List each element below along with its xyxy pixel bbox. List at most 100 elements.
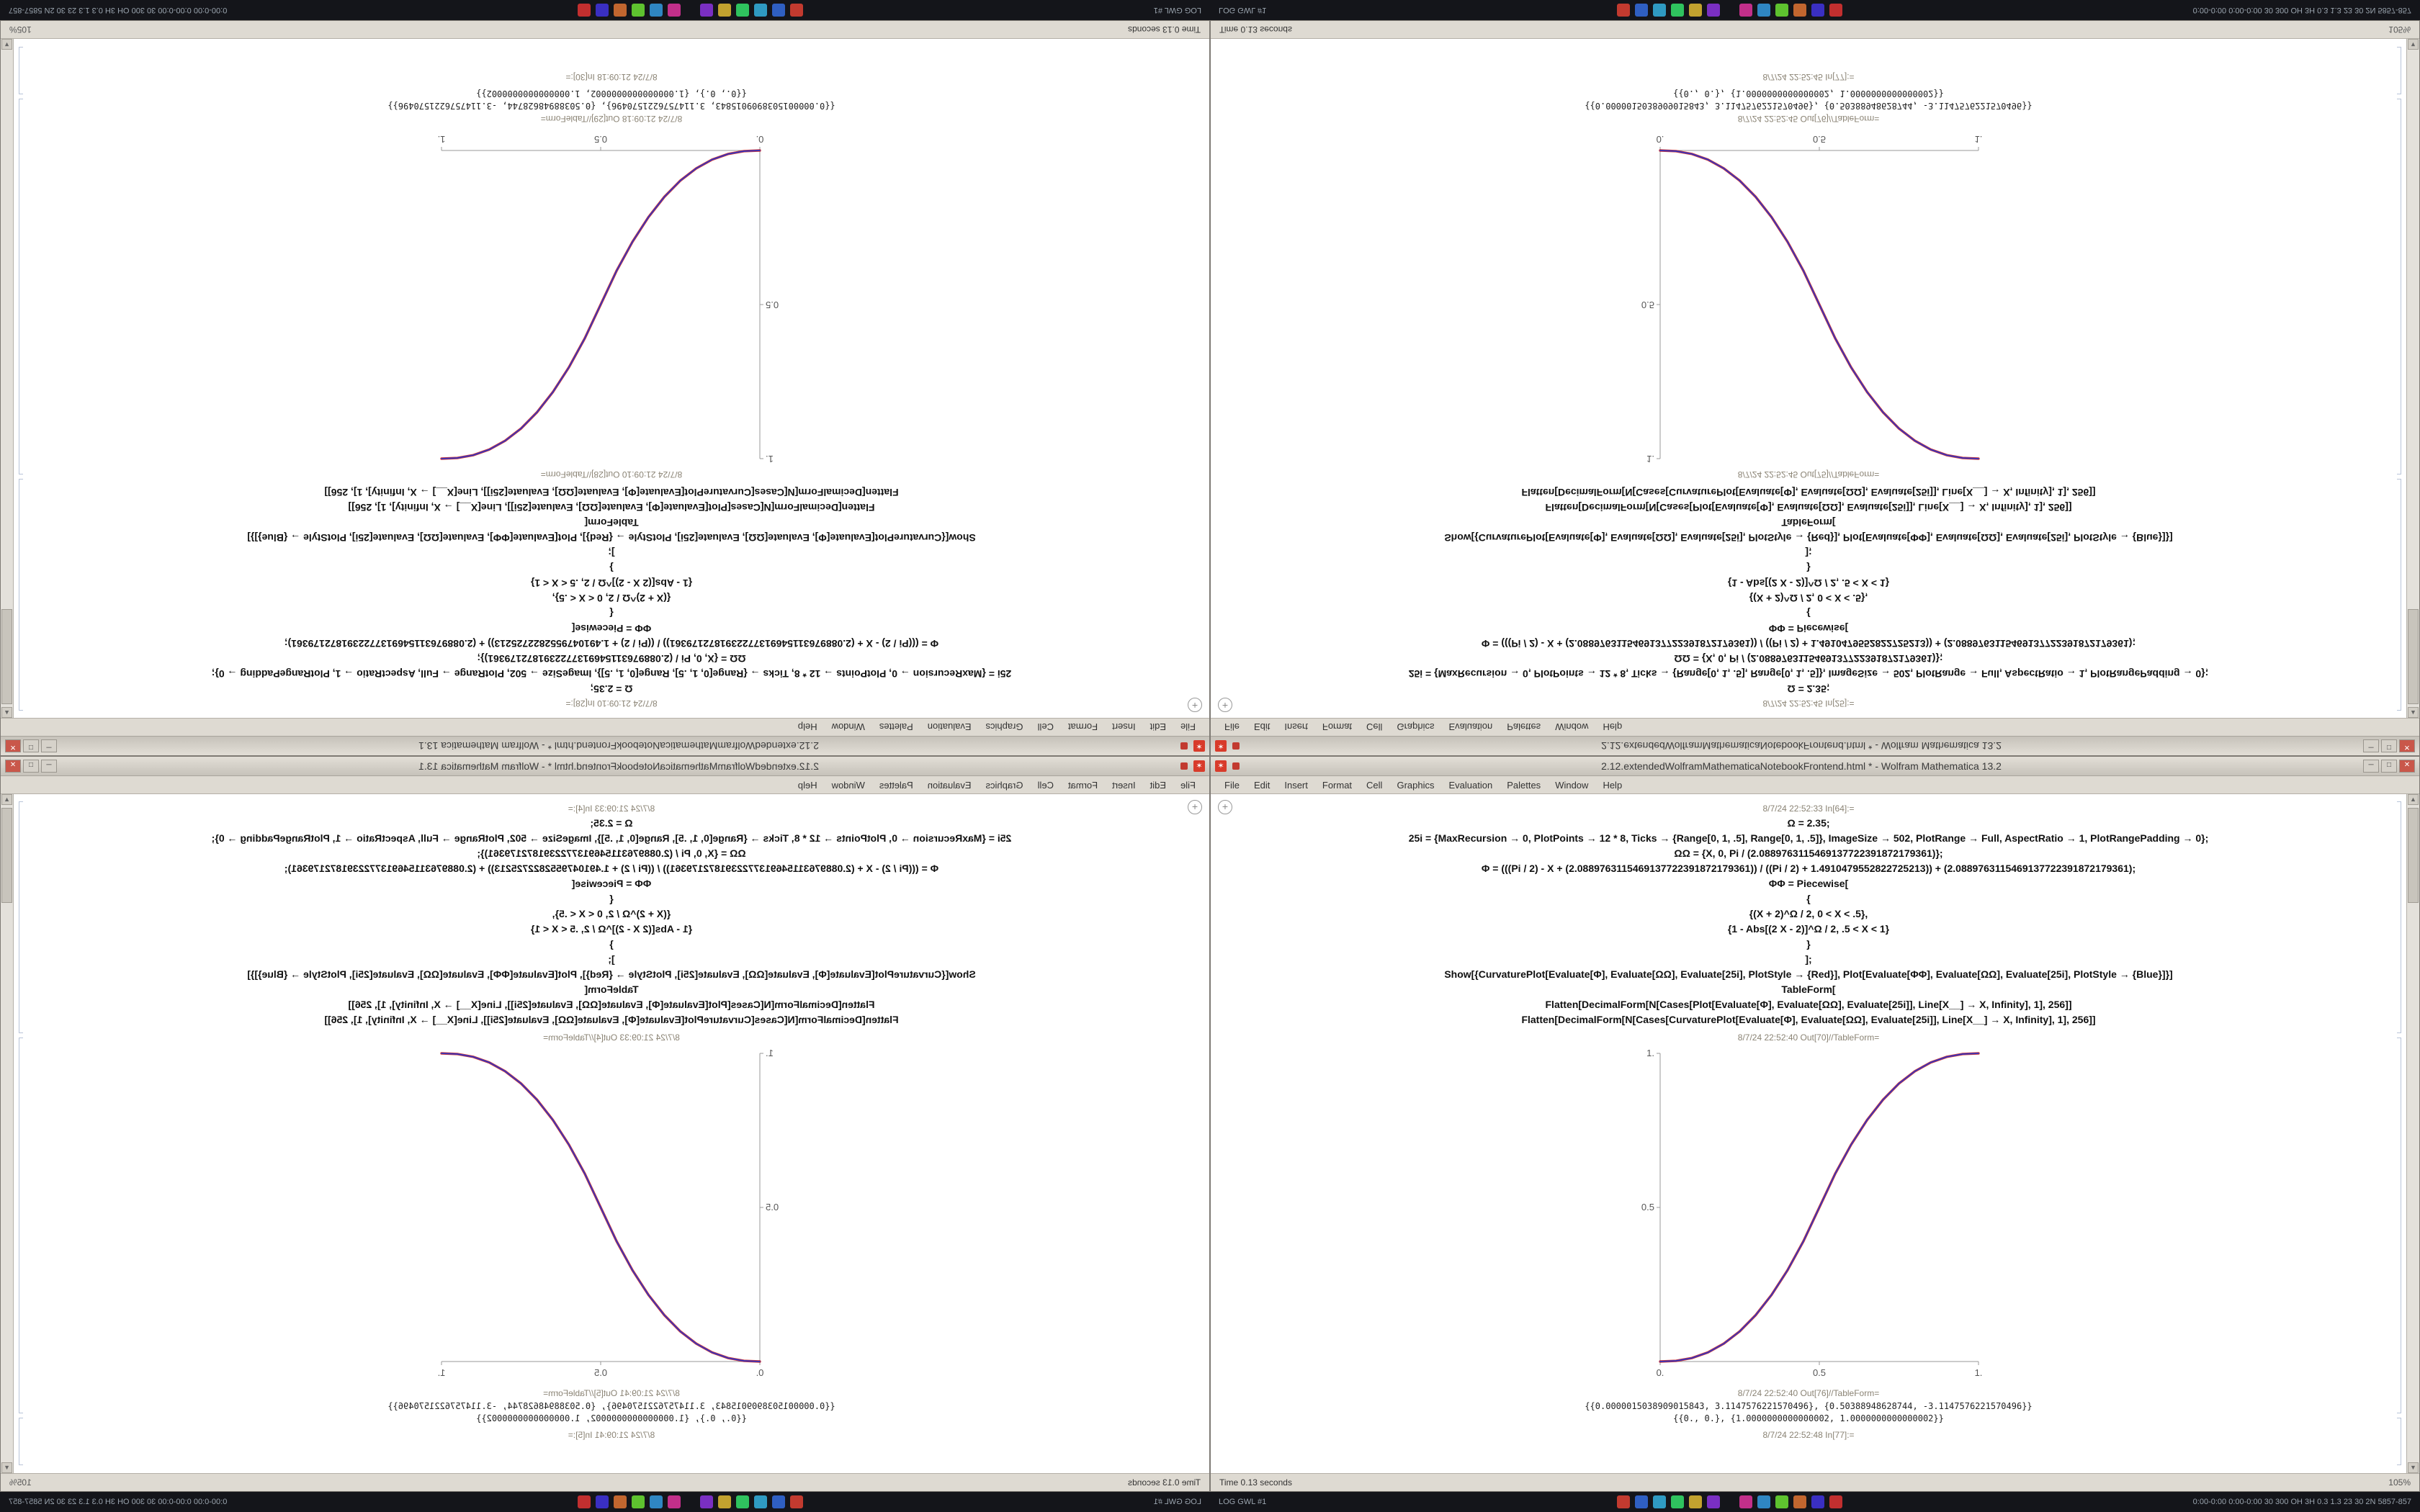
menu-item[interactable]: Cell <box>1037 721 1054 733</box>
scroll-thumb[interactable] <box>1 609 12 704</box>
code-line[interactable]: Show[{CurvaturePlot[Evaluate[Φ], Evaluat… <box>1444 968 2173 980</box>
scroll-up-icon[interactable]: ▲ <box>1 794 12 805</box>
taskbar-icon-music[interactable] <box>1775 1495 1788 1508</box>
menu-item[interactable]: Graphics <box>985 721 1023 733</box>
zoom-level[interactable]: 105% <box>9 24 32 35</box>
menu-item[interactable]: File <box>1224 779 1240 791</box>
code-line[interactable]: TableForm[ <box>1781 984 1836 995</box>
insert-cell-icon[interactable]: + <box>1218 800 1232 814</box>
code-line[interactable]: Flatten[DecimalForm[N[Cases[Plot[Evaluat… <box>1545 502 2072 513</box>
code-line[interactable]: {(X + 2)^Ω / 2, 0 < X < .5}, <box>1749 908 1868 919</box>
taskbar-icon-mail[interactable] <box>668 4 681 17</box>
taskbar-icon-browser[interactable] <box>1652 4 1666 17</box>
menu-item[interactable]: Cell <box>1037 779 1054 791</box>
taskbar-icon-music[interactable] <box>632 4 645 17</box>
code-line[interactable]: Ω = 2.35; <box>1787 817 1830 829</box>
cell-bracket[interactable] <box>2397 1038 2401 1413</box>
scroll-up-icon[interactable]: ▲ <box>1 707 12 718</box>
code-line[interactable]: Flatten[DecimalForm[N[Cases[CurvaturePlo… <box>324 1014 899 1025</box>
vertical-scrollbar[interactable]: ▲ ▼ <box>2406 39 2419 718</box>
minimize-button[interactable]: ─ <box>41 739 57 752</box>
minimize-button[interactable]: ─ <box>2363 739 2379 752</box>
taskbar-icon-terminal[interactable] <box>790 4 804 17</box>
menu-item[interactable]: Window <box>1555 779 1589 791</box>
menu-item[interactable]: Insert <box>1112 779 1136 791</box>
code-line[interactable]: ]; <box>1805 547 1812 559</box>
code-line[interactable]: ΩΩ = {X, 0, Pi / (2.08897631154691377223… <box>477 653 746 665</box>
notebook-content[interactable]: + 8/7/24 21:09:33 In[4]:= Ω = 2.35; 25i =… <box>14 794 1209 1473</box>
menu-item[interactable]: File <box>1180 721 1196 733</box>
code-line[interactable]: TableForm[ <box>1781 517 1836 528</box>
code-line[interactable]: ΩΩ = {X, 0, Pi / (2.08897631154691377223… <box>1674 847 1943 859</box>
close-button[interactable]: ✕ <box>2399 739 2415 752</box>
vertical-scrollbar[interactable]: ▲ ▼ <box>1 794 14 1473</box>
code-line[interactable]: ΦΦ = Piecewise[ <box>1768 878 1849 889</box>
code-line[interactable]: Flatten[DecimalForm[N[Cases[CurvaturePlo… <box>324 487 899 498</box>
code-line[interactable]: {(X + 2)^Ω / 2, 0 < X < .5}, <box>1749 593 1868 604</box>
vertical-scrollbar[interactable]: ▲ ▼ <box>2406 794 2419 1473</box>
input-code-cell[interactable]: Ω = 2.35; 25i = {MaxRecursion → 0, PlotPo… <box>1268 485 2349 696</box>
minimize-button[interactable]: ─ <box>41 760 57 773</box>
menu-item[interactable]: Insert <box>1284 721 1308 733</box>
code-line[interactable]: Flatten[DecimalForm[N[Cases[Plot[Evaluat… <box>348 502 875 513</box>
taskbar-icon-monitor[interactable] <box>1829 4 1842 17</box>
code-line[interactable]: ]; <box>608 953 615 965</box>
menu-item[interactable]: Edit <box>1150 779 1167 791</box>
menu-item[interactable]: Evaluation <box>1448 779 1493 791</box>
taskbar-icon-calendar[interactable] <box>1757 4 1770 17</box>
code-line[interactable]: } <box>1806 562 1811 574</box>
title-bar[interactable]: ✶ 2.12.extendedWolframMathematicaNoteboo… <box>1 736 1209 755</box>
cell-bracket[interactable] <box>2397 47 2401 94</box>
menu-item[interactable]: Format <box>1067 721 1098 733</box>
cell-bracket[interactable] <box>2397 99 2401 474</box>
scroll-down-icon[interactable]: ▼ <box>2408 1462 2419 1473</box>
code-line[interactable]: Flatten[DecimalForm[N[Cases[CurvaturePlo… <box>1521 1014 2096 1025</box>
input-code-cell[interactable]: Ω = 2.35; 25i = {MaxRecursion → 0, PlotPo… <box>71 816 1152 1027</box>
notebook-content[interactable]: + 8/7/24 22:52:33 In[64]:= Ω = 2.35; 25i … <box>1211 794 2406 1473</box>
taskbar-icon-monitor[interactable] <box>578 1495 591 1508</box>
zoom-level[interactable]: 105% <box>2388 24 2411 35</box>
input-code-cell[interactable]: Ω = 2.35; 25i = {MaxRecursion → 0, PlotPo… <box>1268 816 2349 1027</box>
code-line[interactable]: 25i = {MaxRecursion → 0, PlotPoints → 12… <box>211 668 1012 680</box>
menu-item[interactable]: Palettes <box>1507 721 1541 733</box>
code-line[interactable]: Φ = (((Pi / 2) - X + (2.0889763115469137… <box>1481 638 2136 649</box>
menu-item[interactable]: Graphics <box>1397 779 1435 791</box>
taskbar-icon-calendar[interactable] <box>650 1495 663 1508</box>
maximize-button[interactable]: □ <box>2381 739 2397 752</box>
code-line[interactable]: ΦΦ = Piecewise[ <box>571 623 652 634</box>
menu-item[interactable]: Palettes <box>1507 779 1541 791</box>
taskbar-icon-browser[interactable] <box>1652 1495 1666 1508</box>
taskbar-icon-files[interactable] <box>772 1495 786 1508</box>
taskbar-icon-chat[interactable] <box>1706 4 1720 17</box>
code-line[interactable]: {(X + 2)^Ω / 2, 0 < X < .5}, <box>552 593 671 604</box>
menu-item[interactable]: Graphics <box>985 779 1023 791</box>
menu-item[interactable]: Format <box>1067 779 1098 791</box>
scroll-up-icon[interactable]: ▲ <box>2408 794 2419 805</box>
code-line[interactable]: {1 - Abs[(2 X - 2)]^Ω / 2, .5 < X < 1} <box>1727 577 1890 589</box>
taskbar-icon-paint[interactable] <box>1793 1495 1806 1508</box>
taskbar-icon-editor[interactable] <box>1670 4 1684 17</box>
scroll-down-icon[interactable]: ▼ <box>1 1462 12 1473</box>
taskbar-icon-code[interactable] <box>596 4 609 17</box>
taskbar-icon-editor[interactable] <box>736 4 750 17</box>
code-line[interactable]: TableForm[ <box>584 984 639 995</box>
taskbar-icon-files[interactable] <box>1634 4 1648 17</box>
code-line[interactable]: Φ = (((Pi / 2) - X + (2.0889763115469137… <box>1481 863 2136 874</box>
menu-item[interactable]: Format <box>1322 721 1353 733</box>
taskbar-icon-mail[interactable] <box>668 1495 681 1508</box>
menu-item[interactable]: Format <box>1322 779 1353 791</box>
cell-bracket[interactable] <box>19 801 23 1033</box>
maximize-button[interactable]: □ <box>23 760 39 773</box>
code-line[interactable]: Φ = (((Pi / 2) - X + (2.0889763115469137… <box>284 863 939 874</box>
taskbar-icon-chat[interactable] <box>1706 1495 1720 1508</box>
menu-item[interactable]: Graphics <box>1397 721 1435 733</box>
zoom-level[interactable]: 105% <box>2388 1477 2411 1488</box>
menu-item[interactable]: Evaluation <box>927 779 972 791</box>
close-button[interactable]: ✕ <box>2399 760 2415 773</box>
cell-bracket[interactable] <box>19 479 23 711</box>
menu-item[interactable]: Cell <box>1366 721 1383 733</box>
cell-bracket[interactable] <box>2397 479 2401 711</box>
code-line[interactable]: {1 - Abs[(2 X - 2)]^Ω / 2, .5 < X < 1} <box>1727 923 1890 935</box>
insert-cell-icon[interactable]: + <box>1188 698 1202 712</box>
taskbar-icon-media[interactable] <box>718 4 732 17</box>
